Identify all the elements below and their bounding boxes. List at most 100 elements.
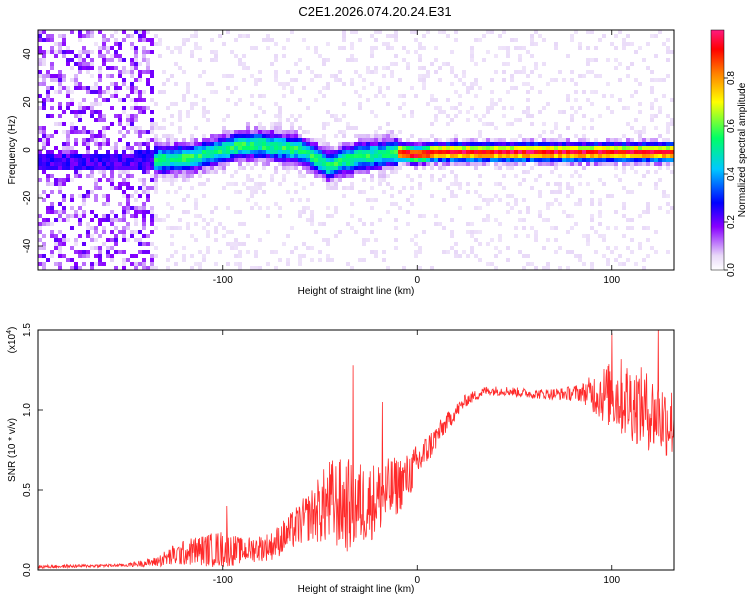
heatmap-cell: [134, 198, 138, 202]
heatmap-cell: [138, 166, 142, 170]
heatmap-cell: [370, 178, 374, 182]
heatmap-cell: [270, 122, 274, 126]
heatmap-cell: [566, 154, 570, 158]
heatmap-cell: [318, 222, 322, 226]
heatmap-cell: [470, 106, 474, 110]
heatmap-cell: [458, 182, 462, 186]
heatmap-cell: [426, 102, 430, 106]
heatmap-cell: [38, 230, 42, 234]
heatmap-cell: [330, 162, 334, 166]
heatmap-cell: [606, 58, 610, 62]
heatmap-cell: [498, 182, 502, 186]
heatmap-cell: [610, 194, 614, 198]
heatmap-cell: [622, 234, 626, 238]
heatmap-cell: [558, 190, 562, 194]
heatmap-cell: [58, 178, 62, 182]
heatmap-cell: [534, 158, 538, 162]
heatmap-cell: [70, 78, 74, 82]
heatmap-cell: [462, 74, 466, 78]
heatmap-cell: [410, 162, 414, 166]
heatmap-cell: [594, 138, 598, 142]
heatmap-cell: [134, 78, 138, 82]
heatmap-cell: [154, 182, 158, 186]
spectrogram-cells: [38, 30, 674, 270]
heatmap-cell: [330, 146, 334, 150]
heatmap-cell: [618, 30, 622, 34]
heatmap-cell: [138, 142, 142, 146]
heatmap-cell: [38, 130, 42, 134]
heatmap-cell: [62, 130, 66, 134]
heatmap-cell: [506, 258, 510, 262]
heatmap-cell: [110, 182, 114, 186]
heatmap-cell: [466, 146, 470, 150]
heatmap-cell: [374, 46, 378, 50]
heatmap-cell: [418, 46, 422, 50]
heatmap-cell: [110, 106, 114, 110]
heatmap-cell: [46, 150, 50, 154]
heatmap-cell: [586, 70, 590, 74]
heatmap-cell: [430, 94, 434, 98]
heatmap-cell: [58, 166, 62, 170]
heatmap-cell: [486, 106, 490, 110]
heatmap-cell: [526, 158, 530, 162]
heatmap-cell: [90, 106, 94, 110]
heatmap-cell: [578, 42, 582, 46]
heatmap-cell: [166, 166, 170, 170]
heatmap-cell: [182, 170, 186, 174]
heatmap-cell: [370, 162, 374, 166]
heatmap-cell: [86, 30, 90, 34]
heatmap-cell: [350, 186, 354, 190]
heatmap-cell: [106, 162, 110, 166]
heatmap-cell: [70, 130, 74, 134]
heatmap-cell: [322, 222, 326, 226]
heatmap-cell: [134, 86, 138, 90]
heatmap-cell: [478, 194, 482, 198]
heatmap-cell: [134, 262, 138, 266]
heatmap-cell: [486, 214, 490, 218]
heatmap-cell: [546, 262, 550, 266]
heatmap-cell: [250, 266, 254, 270]
heatmap-cell: [586, 162, 590, 166]
heatmap-cell: [66, 62, 70, 66]
heatmap-cell: [126, 202, 130, 206]
heatmap-cell: [650, 246, 654, 250]
heatmap-cell: [182, 162, 186, 166]
heatmap-cell: [62, 238, 66, 242]
heatmap-cell: [54, 162, 58, 166]
heatmap-cell: [478, 174, 482, 178]
heatmap-cell: [126, 154, 130, 158]
heatmap-cell: [106, 202, 110, 206]
heatmap-cell: [666, 250, 670, 254]
heatmap-cell: [446, 146, 450, 150]
heatmap-cell: [606, 82, 610, 86]
heatmap-cell: [126, 146, 130, 150]
heatmap-cell: [482, 146, 486, 150]
heatmap-cell: [490, 138, 494, 142]
heatmap-cell: [258, 186, 262, 190]
heatmap-cell: [566, 54, 570, 58]
heatmap-cell: [422, 158, 426, 162]
heatmap-cell: [170, 114, 174, 118]
y-tick-label: -40: [22, 238, 33, 253]
heatmap-cell: [130, 230, 134, 234]
heatmap-cell: [338, 118, 342, 122]
heatmap-cell: [318, 170, 322, 174]
heatmap-cell: [178, 226, 182, 230]
heatmap-cell: [326, 254, 330, 258]
heatmap-cell: [618, 138, 622, 142]
heatmap-cell: [166, 138, 170, 142]
heatmap-cell: [118, 170, 122, 174]
heatmap-cell: [286, 70, 290, 74]
heatmap-cell: [350, 42, 354, 46]
heatmap-cell: [438, 158, 442, 162]
heatmap-cell: [318, 154, 322, 158]
heatmap-cell: [74, 154, 78, 158]
heatmap-cell: [98, 218, 102, 222]
heatmap-cell: [510, 138, 514, 142]
heatmap-cell: [298, 154, 302, 158]
heatmap-cell: [494, 162, 498, 166]
heatmap-cell: [102, 170, 106, 174]
heatmap-cell: [538, 214, 542, 218]
snr-multiplier-exponent: 4: [6, 330, 13, 334]
heatmap-cell: [626, 246, 630, 250]
